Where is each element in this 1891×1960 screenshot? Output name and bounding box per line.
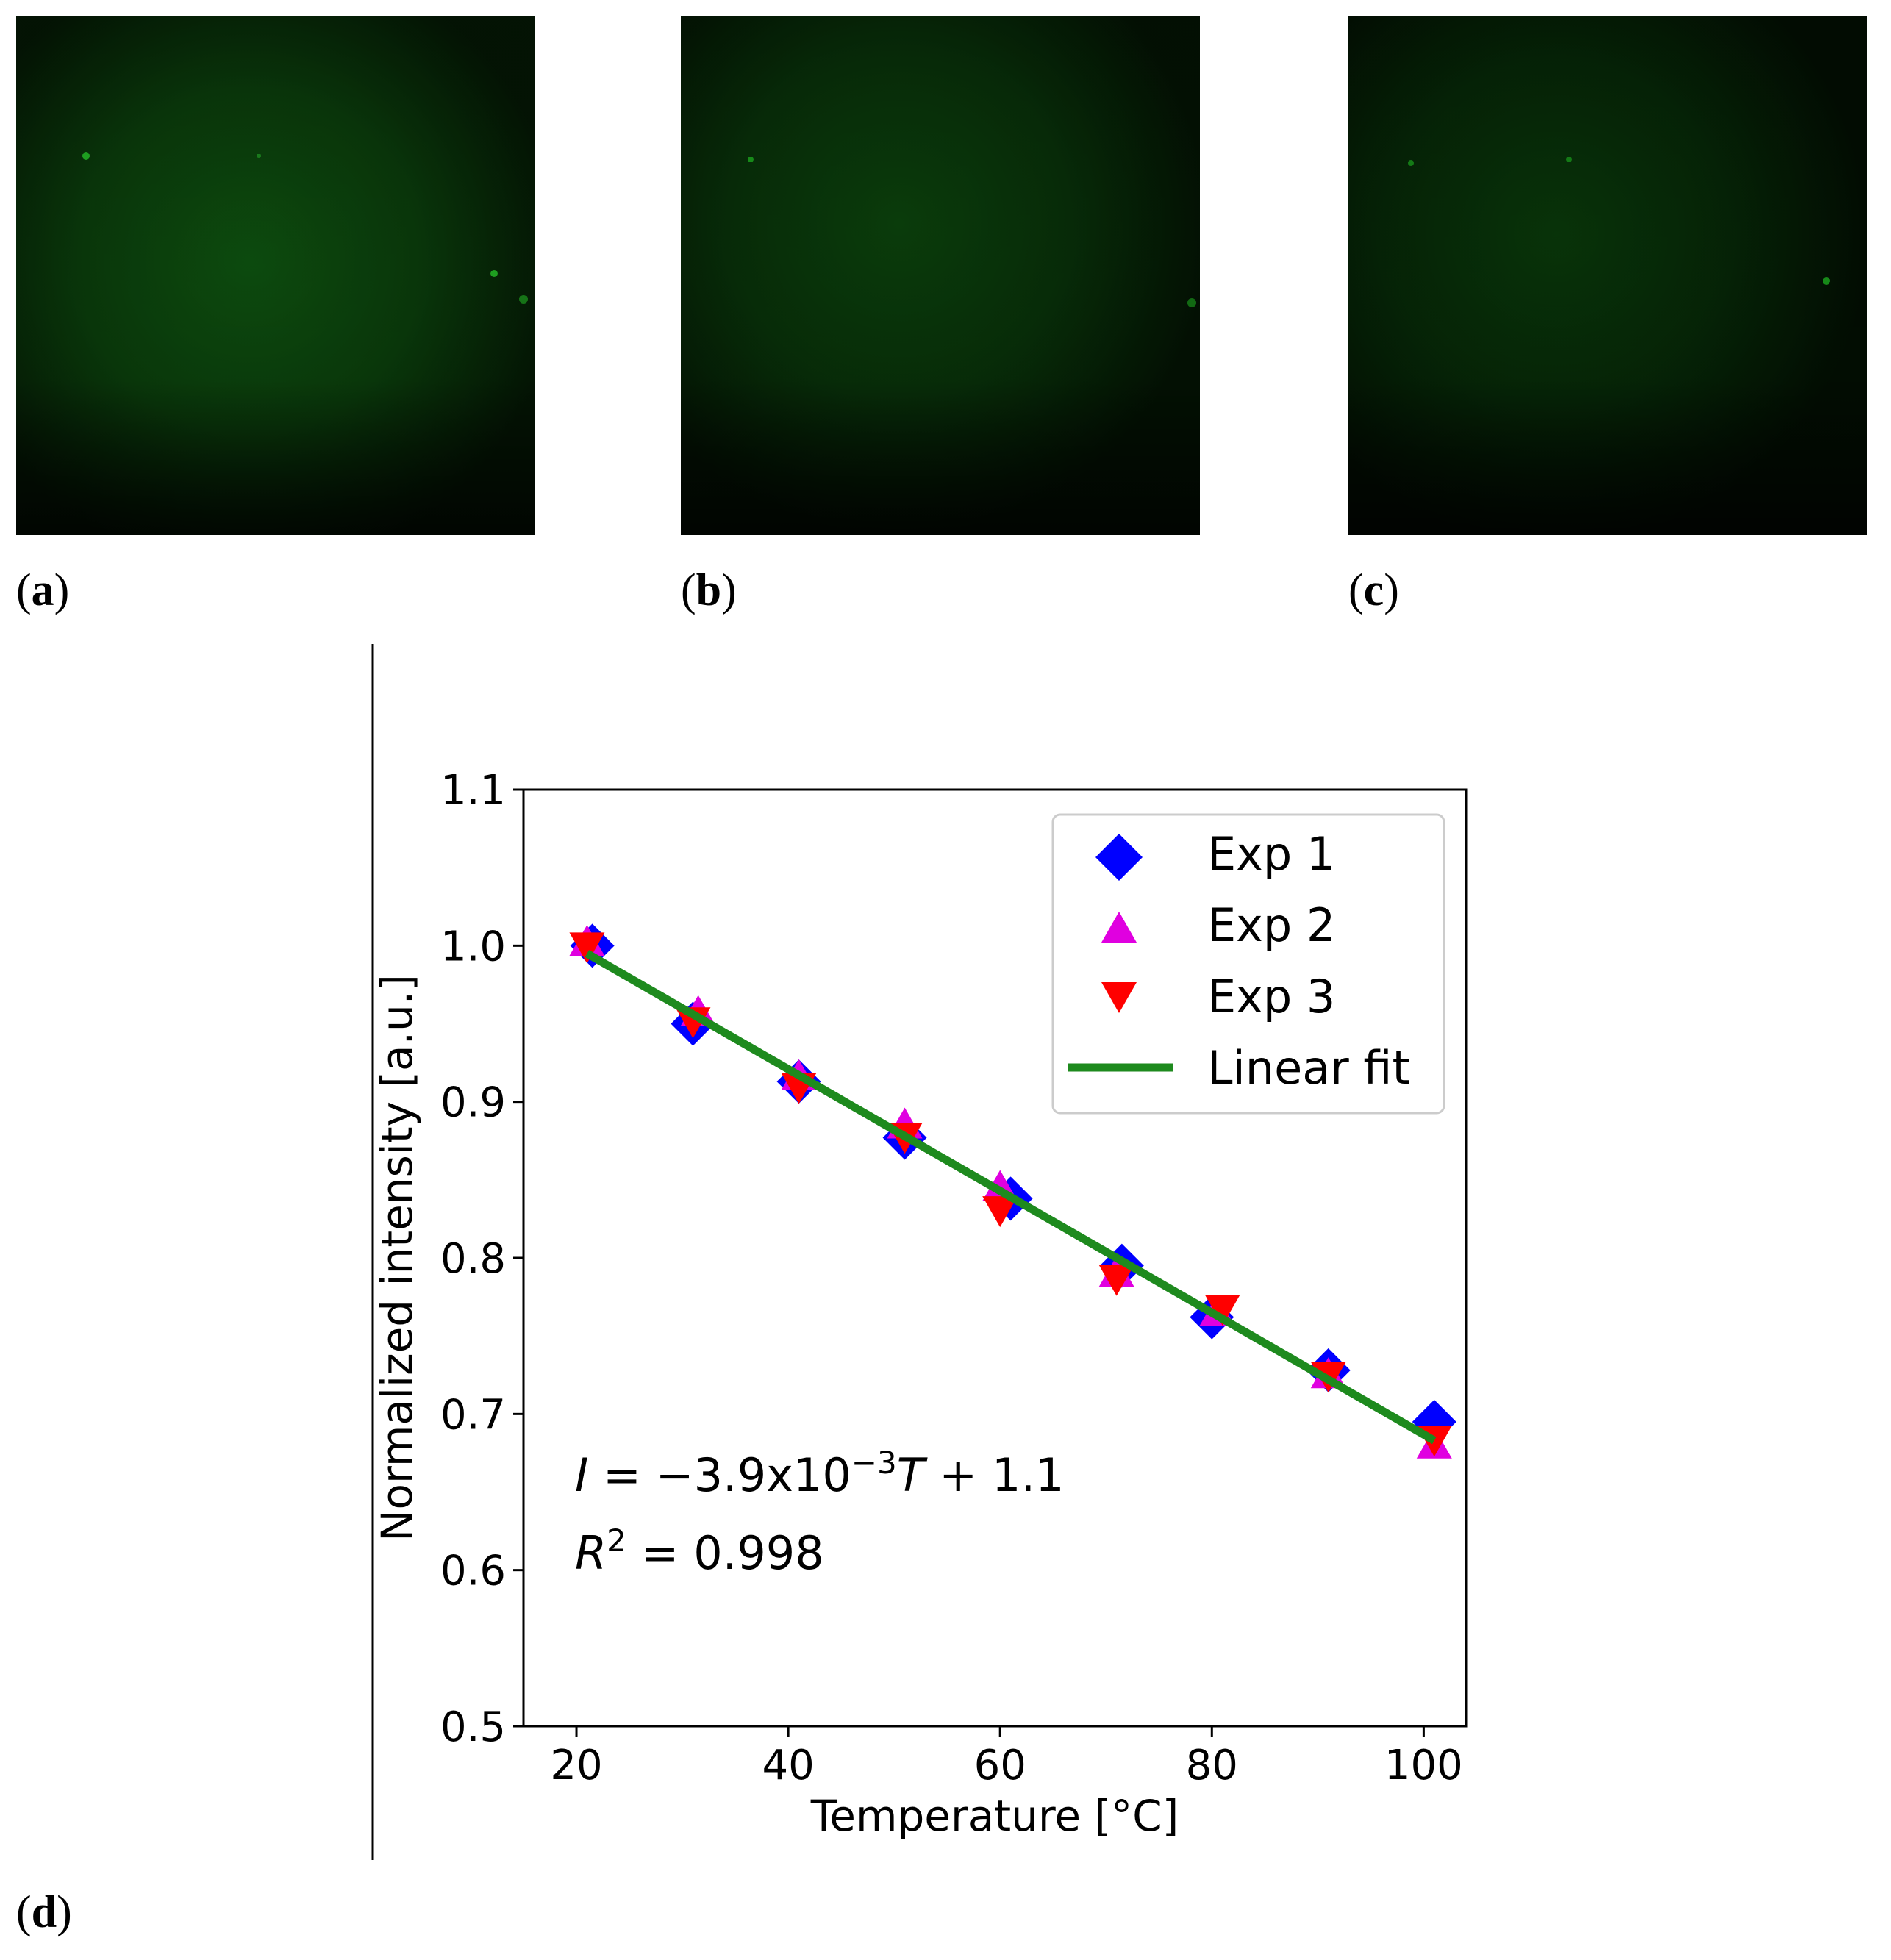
fluorescence-image-a [16, 16, 535, 535]
y-tick-label: 1.0 [440, 923, 506, 970]
y-tick-label: 0.5 [440, 1703, 506, 1751]
x-axis-title: Temperature [°C] [810, 1791, 1179, 1841]
panel-label-a: (a) [16, 565, 70, 615]
y-tick-label: 0.7 [440, 1391, 506, 1439]
panel-label-c: (c) [1348, 565, 1399, 615]
fit-equation: I = −3.9x10−3T + 1.1 [575, 1445, 1065, 1502]
x-tick-label: 80 [1186, 1742, 1238, 1789]
data-point-exp3 [1098, 1265, 1134, 1296]
legend-label-exp1: Exp 1 [1207, 827, 1335, 881]
fit-line [585, 950, 1437, 1445]
legend-box [1051, 813, 1445, 1115]
legend-marker-exp2 [1101, 912, 1137, 943]
r-squared: R2 = 0.998 [575, 1523, 824, 1580]
x-tick-label: 100 [1384, 1742, 1463, 1789]
y-tick-label: 0.9 [440, 1079, 506, 1127]
panel-label-b: (b) [681, 565, 737, 615]
data-point-exp3 [1204, 1294, 1240, 1326]
legend-label-fit: Linear fit [1207, 1041, 1410, 1095]
legend: Exp 1 Exp 2 Exp 3 Linear fit [1051, 813, 1445, 1115]
y-tick-label: 1.1 [440, 767, 506, 815]
data-point-exp3 [982, 1196, 1018, 1228]
legend-label-exp3: Exp 3 [1207, 970, 1335, 1023]
panel-label-d: (d) [16, 1887, 72, 1937]
legend-marker-exp3 [1101, 982, 1137, 1013]
y-axis-title: Normalized intensity [a.u.] [372, 974, 422, 1542]
legend-label-exp2: Exp 2 [1207, 898, 1335, 952]
fluorescence-image-b [681, 16, 1200, 535]
y-tick-label: 0.6 [440, 1548, 506, 1595]
fluorescence-image-c [1348, 16, 1867, 535]
y-tick-label: 0.8 [440, 1235, 506, 1283]
x-tick-label: 60 [974, 1742, 1026, 1789]
legend-marker-exp1 [1095, 834, 1143, 881]
x-tick-label: 20 [550, 1742, 602, 1789]
data-point-exp3 [569, 932, 605, 964]
x-tick-label: 40 [762, 1742, 814, 1789]
